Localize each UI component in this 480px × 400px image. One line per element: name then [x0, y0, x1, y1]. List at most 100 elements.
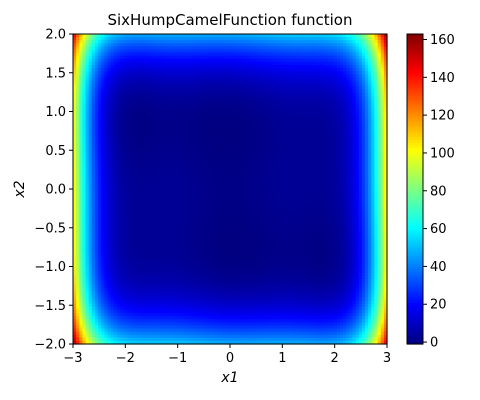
heatmap-cell	[226, 176, 231, 181]
heatmap-cell	[283, 151, 288, 156]
heatmap-cell	[314, 179, 319, 184]
heatmap-cell	[186, 99, 190, 103]
heatmap-cell	[302, 167, 306, 171]
heatmap-cell	[305, 80, 310, 85]
heatmap-cell	[132, 111, 137, 116]
heatmap-cell	[104, 170, 109, 175]
heatmap-cell	[107, 37, 112, 41]
heatmap-cell	[120, 111, 124, 116]
heatmap-cell	[368, 164, 372, 168]
heatmap-cell	[223, 114, 228, 119]
heatmap-cell	[94, 77, 99, 82]
heatmap-cell	[346, 89, 350, 94]
heatmap-cell	[91, 154, 96, 159]
heatmap-cell	[270, 68, 275, 72]
heatmap-cell	[371, 148, 376, 153]
heatmap-cell	[173, 46, 178, 51]
heatmap-cell	[154, 37, 159, 41]
heatmap-cell	[324, 127, 328, 131]
heatmap-cell	[327, 61, 332, 66]
heatmap-cell	[242, 133, 247, 137]
heatmap-cell	[365, 108, 369, 113]
heatmap-cell	[361, 120, 366, 125]
heatmap-cell	[208, 37, 212, 41]
heatmap-cell	[192, 86, 197, 91]
heatmap-cell	[138, 37, 143, 41]
heatmap-cell	[164, 158, 168, 162]
heatmap-cell	[349, 127, 354, 131]
heatmap-cell	[151, 99, 156, 103]
heatmap-cell	[324, 102, 328, 106]
heatmap-cell	[176, 145, 181, 150]
heatmap-cell	[270, 111, 275, 116]
heatmap-cell	[170, 185, 175, 190]
heatmap-cell	[336, 102, 341, 106]
heatmap-cell	[204, 37, 209, 41]
heatmap-cell	[76, 139, 80, 144]
heatmap-cell	[76, 108, 80, 113]
heatmap-cell	[170, 123, 175, 128]
heatmap-cell	[107, 61, 112, 66]
heatmap-cell	[204, 123, 209, 128]
heatmap-cell	[343, 52, 347, 57]
heatmap-cell	[377, 164, 382, 168]
heatmap-cell	[324, 173, 328, 178]
heatmap-cell	[355, 99, 360, 103]
heatmap-cell	[164, 92, 168, 97]
heatmap-cell	[321, 145, 325, 150]
heatmap-cell	[192, 179, 197, 184]
heatmap-cell	[73, 37, 77, 41]
heatmap-cell	[302, 92, 306, 97]
heatmap-cell	[107, 114, 112, 119]
heatmap-cell	[154, 111, 159, 116]
heatmap-cell	[120, 46, 124, 51]
heatmap-cell	[211, 105, 215, 109]
heatmap-cell	[230, 65, 234, 69]
heatmap-cell	[129, 158, 134, 162]
heatmap-cell	[120, 142, 124, 147]
heatmap-cell	[365, 34, 369, 38]
heatmap-cell	[76, 142, 80, 147]
heatmap-cell	[173, 55, 178, 60]
heatmap-cell	[248, 142, 253, 147]
heatmap-cell	[261, 52, 266, 57]
heatmap-cell	[289, 179, 294, 184]
heatmap-cell	[116, 117, 121, 122]
heatmap-cell	[283, 185, 288, 190]
heatmap-cell	[305, 71, 310, 75]
heatmap-cell	[101, 46, 105, 51]
heatmap-cell	[286, 111, 291, 116]
heatmap-cell	[233, 142, 237, 147]
heatmap-cell	[195, 86, 200, 91]
heatmap-cell	[129, 49, 134, 54]
heatmap-cell	[135, 77, 140, 82]
heatmap-cell	[286, 185, 291, 190]
heatmap-cell	[339, 74, 344, 78]
heatmap-cell	[94, 133, 99, 137]
heatmap-cell	[333, 77, 338, 82]
heatmap-cell	[358, 65, 363, 69]
heatmap-cell	[91, 108, 96, 113]
heatmap-cell	[214, 74, 219, 78]
heatmap-cell	[82, 105, 87, 109]
heatmap-cell	[91, 46, 96, 51]
heatmap-cell	[311, 89, 316, 94]
heatmap-cell	[314, 89, 319, 94]
heatmap-cell	[321, 176, 325, 181]
heatmap-cell	[349, 92, 354, 97]
heatmap-cell	[358, 55, 363, 60]
heatmap-cell	[280, 99, 284, 103]
heatmap-cell	[327, 117, 332, 122]
heatmap-cell	[204, 133, 209, 137]
heatmap-cell	[148, 167, 153, 171]
heatmap-cell	[349, 74, 354, 78]
heatmap-cell	[343, 89, 347, 94]
heatmap-cell	[371, 123, 376, 128]
heatmap-cell	[361, 102, 366, 106]
heatmap-cell	[321, 99, 325, 103]
heatmap-cell	[94, 173, 99, 178]
heatmap-cell	[242, 34, 247, 38]
heatmap-cell	[138, 179, 143, 184]
heatmap-cell	[204, 185, 209, 190]
heatmap-cell	[120, 167, 124, 171]
